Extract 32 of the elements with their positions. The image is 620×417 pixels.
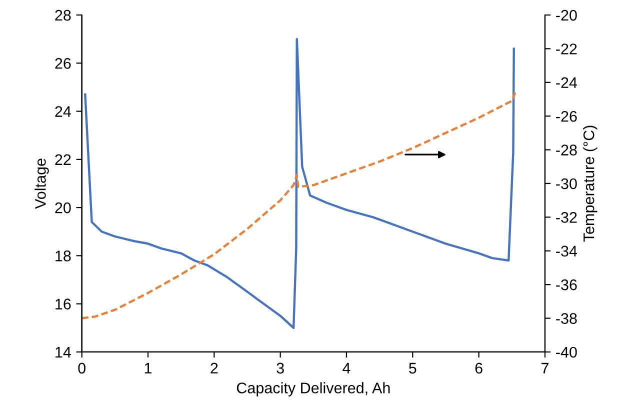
y2-axis-title: Temperature (°C): [583, 126, 598, 242]
y2-tick-label: -28: [556, 144, 577, 156]
y2-tick-label: -26: [556, 110, 577, 122]
y-tick-label: 14: [56, 346, 71, 358]
x-tick-label: 2: [210, 362, 218, 374]
y-tick-label: 28: [55, 10, 71, 21]
x-tick-label: 7: [542, 362, 548, 374]
y-tick-label: 20: [55, 202, 71, 214]
x-tick-label: 3: [276, 362, 284, 374]
y-tick-label: 18: [56, 250, 71, 262]
y-tick-label: 26: [55, 58, 71, 69]
y2-tick-label: -30: [556, 178, 577, 190]
line-series: [84, 38, 515, 329]
y2-tick-label: -32: [556, 212, 577, 223]
y2-tick-label: -24: [556, 77, 578, 88]
x-tick-label: 6: [475, 362, 482, 374]
y2-tick-label: -22: [556, 44, 577, 54]
y-tick-label: 16: [56, 298, 71, 310]
y-tick-label: 22: [55, 154, 71, 165]
y2-tick-label: -20: [556, 10, 577, 21]
line-series: [82, 91, 516, 320]
y-tick-label: 24: [55, 106, 71, 117]
x-tick-label: 4: [342, 362, 350, 374]
x-axis-title: Capacity Delivered, Ah: [236, 382, 390, 396]
y2-tick-label: -40: [556, 346, 577, 358]
y-axis-title: Voltage: [34, 158, 49, 209]
x-tick-label: 0: [78, 362, 86, 374]
y2-tick-label: -38: [556, 313, 577, 324]
y2-tick-label: -36: [556, 279, 577, 290]
x-tick-label: 1: [144, 362, 152, 374]
x-tick-label: 5: [409, 362, 416, 374]
y2-tick-label: -34: [556, 246, 578, 257]
